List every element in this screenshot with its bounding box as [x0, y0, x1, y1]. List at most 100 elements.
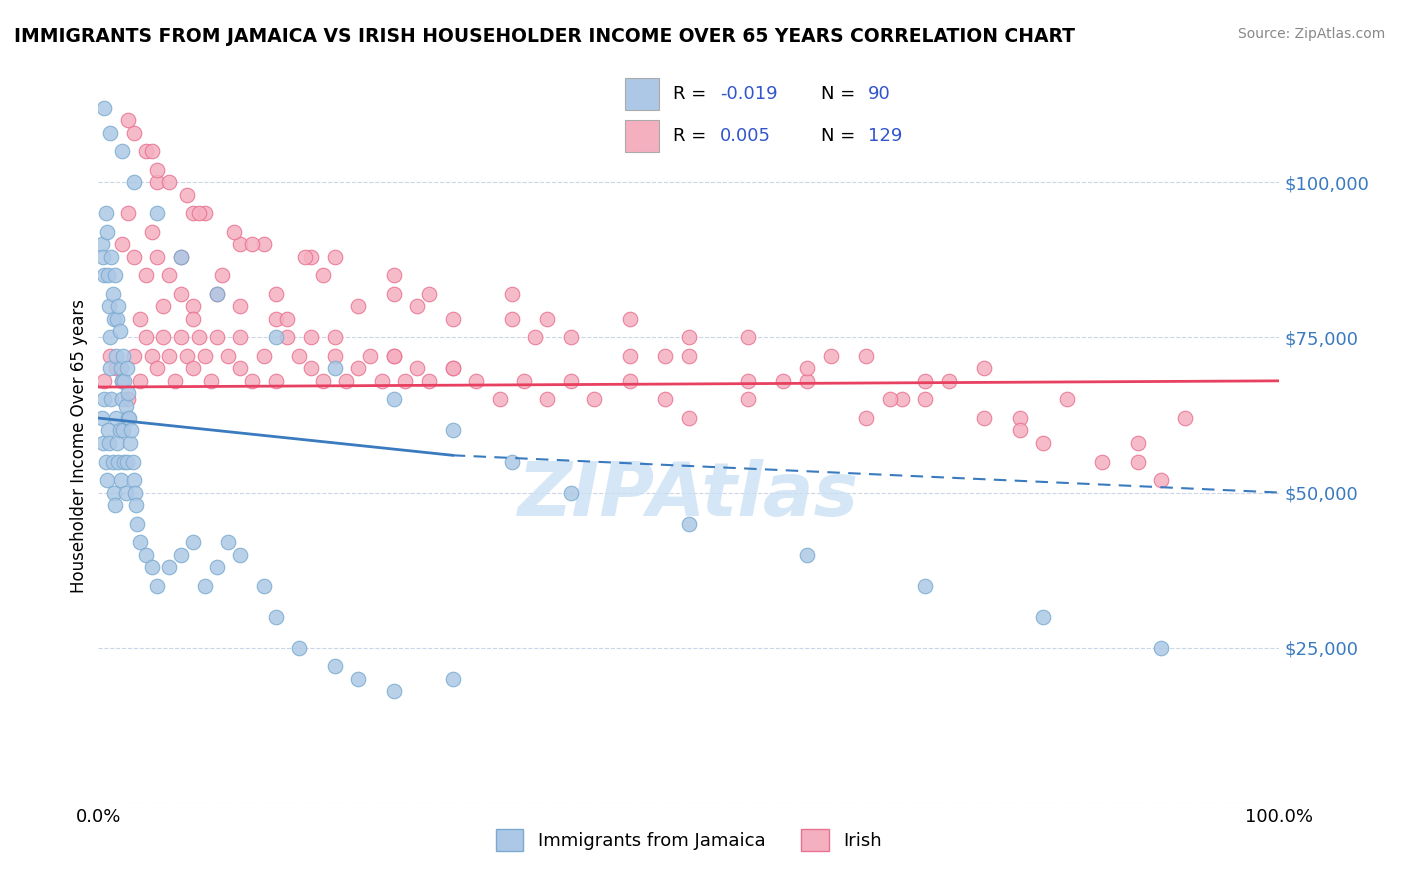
Point: [240, 374, 263, 388]
Point: [111, 237, 134, 252]
Point: [181, 311, 204, 326]
Point: [93, 392, 115, 407]
Text: Source: ZipAtlas.com: Source: ZipAtlas.com: [1237, 27, 1385, 41]
Point: [229, 299, 252, 313]
Point: [112, 349, 135, 363]
Point: [110, 473, 132, 487]
Point: [796, 361, 818, 376]
Point: [127, 516, 149, 531]
Point: [176, 187, 198, 202]
Point: [229, 237, 252, 252]
Point: [96, 473, 118, 487]
Point: [122, 250, 145, 264]
Point: [170, 250, 193, 264]
Point: [107, 454, 129, 468]
Text: -0.019: -0.019: [720, 85, 778, 103]
Point: [1032, 436, 1054, 450]
Point: [152, 299, 174, 313]
Point: [678, 411, 700, 425]
Point: [117, 386, 139, 401]
Point: [107, 299, 129, 313]
Point: [122, 126, 145, 140]
Point: [536, 311, 558, 326]
Point: [229, 548, 252, 562]
Point: [737, 374, 759, 388]
Point: [678, 349, 700, 363]
Point: [973, 411, 995, 425]
Point: [264, 374, 287, 388]
Point: [323, 349, 346, 363]
Point: [101, 454, 124, 468]
Point: [176, 349, 198, 363]
Point: [583, 392, 606, 407]
Point: [240, 237, 263, 252]
Point: [105, 349, 128, 363]
Point: [181, 299, 204, 313]
Point: [187, 330, 209, 344]
Point: [121, 424, 143, 438]
Point: [560, 485, 582, 500]
Point: [217, 535, 239, 549]
Point: [105, 411, 128, 425]
Point: [1056, 392, 1078, 407]
Point: [560, 374, 582, 388]
Point: [394, 374, 416, 388]
Point: [217, 349, 239, 363]
Point: [194, 579, 217, 593]
Point: [264, 609, 287, 624]
Point: [135, 145, 157, 159]
Point: [524, 330, 547, 344]
Point: [501, 311, 523, 326]
Point: [194, 206, 217, 220]
Point: [441, 672, 464, 686]
Point: [170, 287, 193, 301]
Point: [146, 361, 169, 376]
Point: [128, 311, 150, 326]
Point: [205, 287, 228, 301]
Text: IMMIGRANTS FROM JAMAICA VS IRISH HOUSEHOLDER INCOME OVER 65 YEARS CORRELATION CH: IMMIGRANTS FROM JAMAICA VS IRISH HOUSEHO…: [14, 27, 1076, 45]
Point: [1126, 454, 1149, 468]
Point: [91, 250, 114, 264]
Point: [117, 392, 139, 407]
Point: [855, 349, 877, 363]
Point: [253, 237, 276, 252]
Point: [796, 548, 818, 562]
Point: [108, 424, 131, 438]
Point: [323, 330, 346, 344]
Point: [115, 454, 138, 468]
Point: [122, 349, 145, 363]
Point: [146, 175, 169, 189]
Point: [288, 640, 311, 655]
Point: [737, 392, 759, 407]
Point: [465, 374, 488, 388]
Point: [157, 268, 180, 283]
Point: [122, 473, 145, 487]
Point: [264, 330, 287, 344]
Point: [264, 311, 287, 326]
Point: [181, 361, 204, 376]
Point: [117, 113, 139, 128]
Point: [141, 145, 163, 159]
Point: [1032, 609, 1054, 624]
Point: [253, 349, 276, 363]
Point: [382, 349, 405, 363]
Text: 0.005: 0.005: [720, 127, 770, 145]
Point: [914, 392, 936, 407]
Point: [93, 101, 115, 115]
Point: [772, 374, 794, 388]
Point: [117, 206, 139, 220]
Point: [796, 374, 818, 388]
Point: [112, 454, 135, 468]
Point: [1091, 454, 1114, 468]
Point: [122, 175, 145, 189]
Point: [94, 206, 117, 220]
Point: [97, 424, 120, 438]
Point: [170, 250, 193, 264]
Point: [619, 374, 641, 388]
Point: [128, 535, 150, 549]
Point: [619, 349, 641, 363]
Point: [654, 349, 676, 363]
Point: [347, 361, 370, 376]
Text: 90: 90: [869, 85, 891, 103]
Point: [418, 374, 440, 388]
